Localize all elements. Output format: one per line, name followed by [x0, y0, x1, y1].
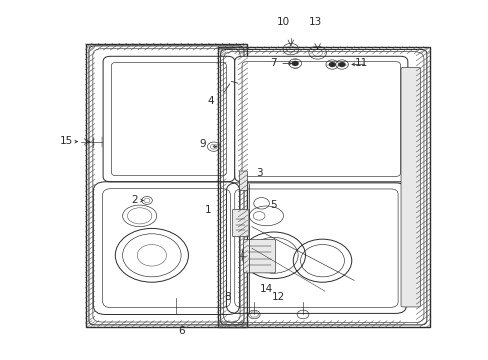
FancyBboxPatch shape — [232, 210, 248, 237]
Text: 8: 8 — [224, 292, 230, 302]
Circle shape — [291, 61, 298, 66]
FancyBboxPatch shape — [234, 56, 407, 182]
Text: 13: 13 — [308, 17, 321, 27]
FancyBboxPatch shape — [243, 239, 275, 273]
Text: 6: 6 — [178, 325, 184, 336]
Text: 14: 14 — [259, 284, 272, 294]
Bar — [86, 44, 246, 327]
Text: 5: 5 — [270, 200, 277, 210]
Text: 11: 11 — [354, 58, 367, 68]
Bar — [217, 47, 429, 327]
Text: 1: 1 — [204, 206, 211, 216]
Text: 2: 2 — [131, 195, 138, 205]
FancyBboxPatch shape — [239, 171, 247, 190]
Text: 9: 9 — [199, 139, 206, 149]
Text: 15: 15 — [60, 136, 73, 145]
FancyBboxPatch shape — [103, 56, 234, 182]
FancyBboxPatch shape — [400, 67, 420, 307]
Text: 10: 10 — [276, 17, 289, 27]
Text: 4: 4 — [206, 96, 213, 106]
Circle shape — [338, 62, 345, 67]
Text: 7: 7 — [270, 58, 277, 68]
Circle shape — [328, 62, 335, 67]
Text: 12: 12 — [271, 292, 285, 302]
Text: 3: 3 — [255, 168, 262, 178]
